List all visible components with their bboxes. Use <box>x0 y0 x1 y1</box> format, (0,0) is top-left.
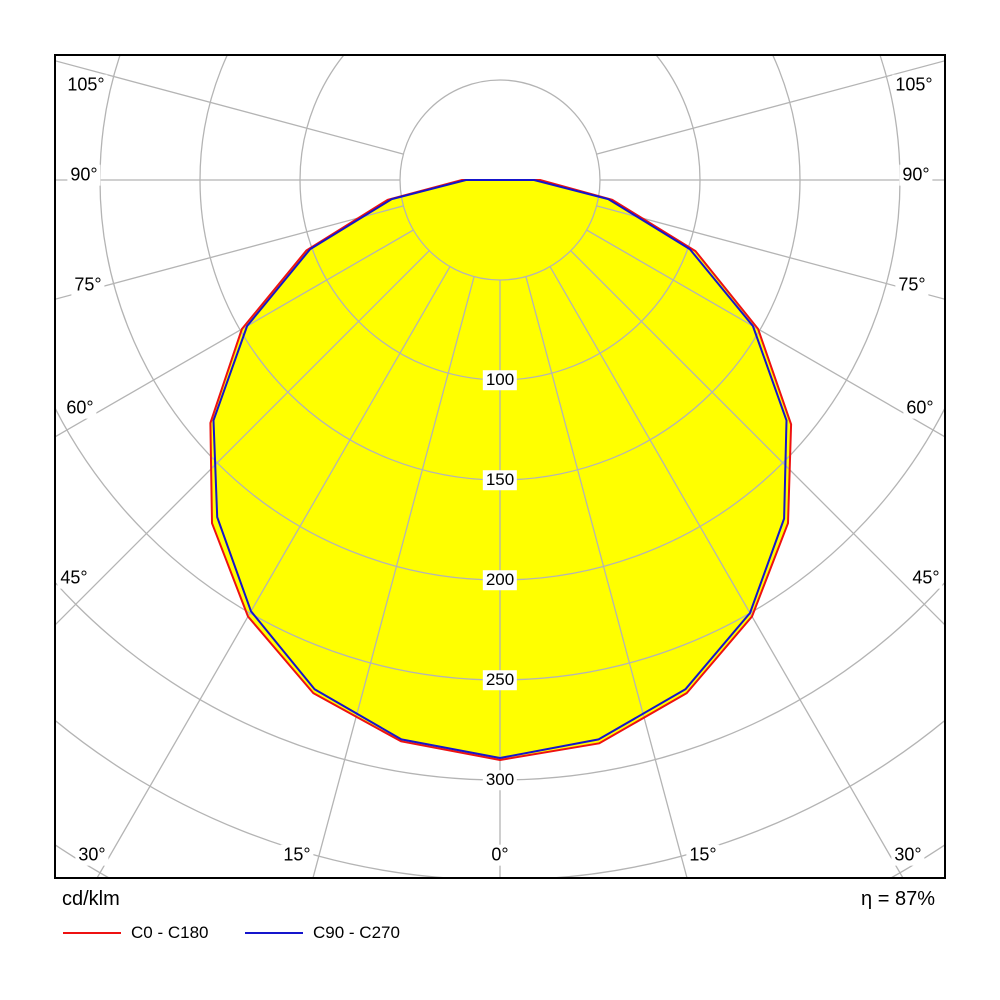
legend-label-c0: C0 - C180 <box>131 923 209 942</box>
legend-item-c90: C90 - C270 <box>245 923 400 942</box>
gamma-label-right-3: 60° <box>903 397 937 419</box>
gamma-label-left-1: 90° <box>67 164 101 186</box>
gamma-label-left-3: 60° <box>63 397 97 419</box>
gamma-label-bottom-3: 15° <box>686 844 720 866</box>
grid-radial--15 <box>312 276 475 878</box>
gamma-label-right-2: 75° <box>895 274 929 296</box>
ring-label-300: 300 <box>482 770 518 790</box>
chart-frame <box>54 54 946 879</box>
ring-label-250: 250 <box>482 670 518 690</box>
units-label: cd/klm <box>62 888 120 910</box>
gamma-label-bottom-2: 0° <box>488 844 512 866</box>
legend-item-c0: C0 - C180 <box>63 923 209 942</box>
legend-swatch-c0 <box>63 932 121 934</box>
grid-radial--105 <box>55 60 404 155</box>
gamma-label-right-1: 90° <box>899 164 933 186</box>
gamma-label-bottom-0: 30° <box>75 844 109 866</box>
grid-radial-60 <box>586 229 945 438</box>
grid-radial-30 <box>549 266 904 878</box>
legend-label-c90: C90 - C270 <box>313 923 400 942</box>
ring-label-100: 100 <box>482 370 518 390</box>
gamma-label-left-4: 45° <box>57 567 91 589</box>
gamma-label-bottom-4: 30° <box>891 844 925 866</box>
curve-c0-c180 <box>209 179 793 761</box>
gamma-label-right-4: 45° <box>909 567 943 589</box>
grid-radial--60 <box>55 229 414 438</box>
gamma-label-left-0: 105° <box>64 74 108 96</box>
ring-label-200: 200 <box>482 570 518 590</box>
curve-c90-c270 <box>212 179 788 759</box>
gamma-label-left-2: 75° <box>71 274 105 296</box>
grid-radial-45 <box>570 250 945 626</box>
legend-swatch-c90 <box>245 932 303 934</box>
grid-radial--75 <box>55 205 404 300</box>
efficiency-label: η = 87% <box>861 888 935 910</box>
grid-radial--30 <box>96 266 451 878</box>
grid-radial--45 <box>55 250 430 626</box>
gamma-label-right-0: 105° <box>892 74 936 96</box>
grid-radial-15 <box>525 276 688 878</box>
grid-radial-75 <box>596 205 945 300</box>
ring-label-150: 150 <box>482 470 518 490</box>
curve-layer <box>209 179 793 761</box>
grid-radial-105 <box>596 60 945 155</box>
gamma-label-bottom-1: 15° <box>280 844 314 866</box>
